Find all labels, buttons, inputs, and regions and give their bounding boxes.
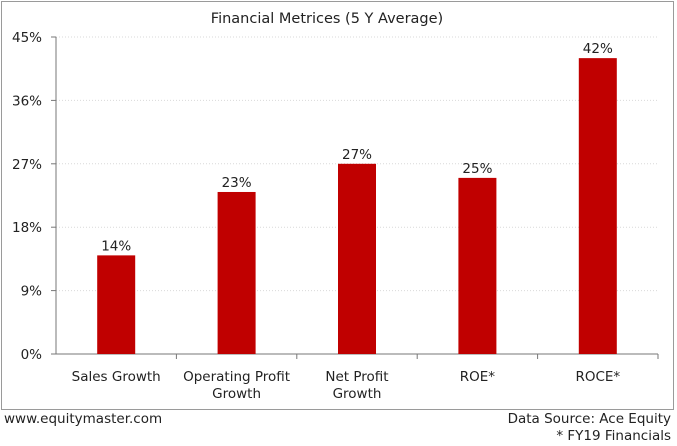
footnote-label: * FY19 Financials [556,428,671,444]
y-tick-label: 18% [12,220,42,236]
x-tick-label: ROCE* [575,369,620,385]
y-tick-label: 27% [12,157,42,173]
y-tick-label: 45% [12,30,42,46]
x-tick-label: Operating Profit Growth [183,369,290,402]
bar [217,191,256,354]
bar [338,163,376,354]
data-source-label: Data Source: Ace Equity [507,411,671,427]
data-label: 14% [101,238,131,254]
x-tick-label-line: Sales Growth [72,369,161,385]
website-label: www.equitymaster.com [4,411,163,427]
chart-title: Financial Metrices (5 Y Average) [211,11,443,27]
bar-chart: Financial Metrices (5 Y Average) 0% 9% 18% 2… [12,11,659,402]
bar [458,177,497,354]
x-tick-label-line: Growth [333,386,382,402]
y-tick-label: 9% [21,284,43,300]
x-tick-label: Net Profit Growth [325,369,388,402]
x-tick-label-line: ROE* [460,369,496,385]
x-tick-label-line: Operating Profit [183,369,290,385]
x-tick-label: Sales Growth [72,369,161,385]
bar [578,58,617,355]
data-label: 25% [462,161,492,177]
bar [97,255,136,354]
y-tick-label: 36% [12,93,42,109]
x-tick-label-line: Growth [212,386,261,402]
x-tick-label-line: ROCE* [575,369,620,385]
x-tick-label: ROE* [460,369,496,385]
x-tick-label-line: Net Profit [325,369,388,385]
data-label: 23% [222,175,252,191]
data-label: 27% [342,147,372,163]
footer-notes: Data Source: Ace Equity * FY19 Financial… [508,411,671,445]
y-tick-label: 0% [21,347,43,363]
data-label: 42% [583,41,613,57]
